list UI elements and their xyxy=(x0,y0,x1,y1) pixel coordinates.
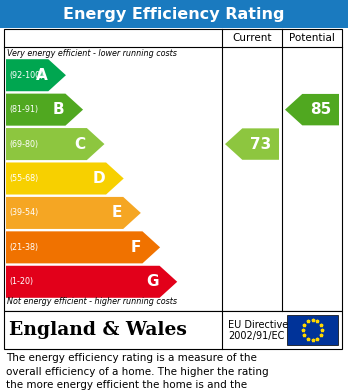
FancyBboxPatch shape xyxy=(4,311,342,349)
Text: (39-54): (39-54) xyxy=(9,208,38,217)
Text: A: A xyxy=(35,68,47,83)
Text: (92-100): (92-100) xyxy=(9,71,43,80)
Text: B: B xyxy=(53,102,64,117)
Text: Current: Current xyxy=(232,33,272,43)
Polygon shape xyxy=(6,59,66,91)
Text: EU Directive: EU Directive xyxy=(228,321,288,330)
Text: Not energy efficient - higher running costs: Not energy efficient - higher running co… xyxy=(7,296,177,305)
Text: (69-80): (69-80) xyxy=(9,140,38,149)
Polygon shape xyxy=(6,197,141,229)
FancyBboxPatch shape xyxy=(287,315,338,345)
Text: F: F xyxy=(131,240,142,255)
Text: (1-20): (1-20) xyxy=(9,277,33,286)
Text: 73: 73 xyxy=(250,136,271,152)
Text: 2002/91/EC: 2002/91/EC xyxy=(228,331,284,341)
Polygon shape xyxy=(6,231,160,264)
Text: G: G xyxy=(146,274,159,289)
Text: The energy efficiency rating is a measure of the
overall efficiency of a home. T: The energy efficiency rating is a measur… xyxy=(6,353,269,391)
Text: England & Wales: England & Wales xyxy=(9,321,187,339)
Polygon shape xyxy=(6,266,177,298)
Polygon shape xyxy=(6,128,104,160)
FancyBboxPatch shape xyxy=(4,29,342,311)
Text: Very energy efficient - lower running costs: Very energy efficient - lower running co… xyxy=(7,49,177,58)
Polygon shape xyxy=(6,163,124,194)
Polygon shape xyxy=(285,94,339,126)
Polygon shape xyxy=(6,93,83,126)
FancyBboxPatch shape xyxy=(0,0,348,28)
Text: (55-68): (55-68) xyxy=(9,174,38,183)
Polygon shape xyxy=(225,128,279,160)
Text: Potential: Potential xyxy=(289,33,335,43)
Text: D: D xyxy=(93,171,105,186)
Text: 85: 85 xyxy=(310,102,331,117)
Text: E: E xyxy=(112,205,122,221)
Text: Energy Efficiency Rating: Energy Efficiency Rating xyxy=(63,7,285,22)
Text: C: C xyxy=(75,136,86,152)
Text: (21-38): (21-38) xyxy=(9,243,38,252)
Text: (81-91): (81-91) xyxy=(9,105,38,114)
